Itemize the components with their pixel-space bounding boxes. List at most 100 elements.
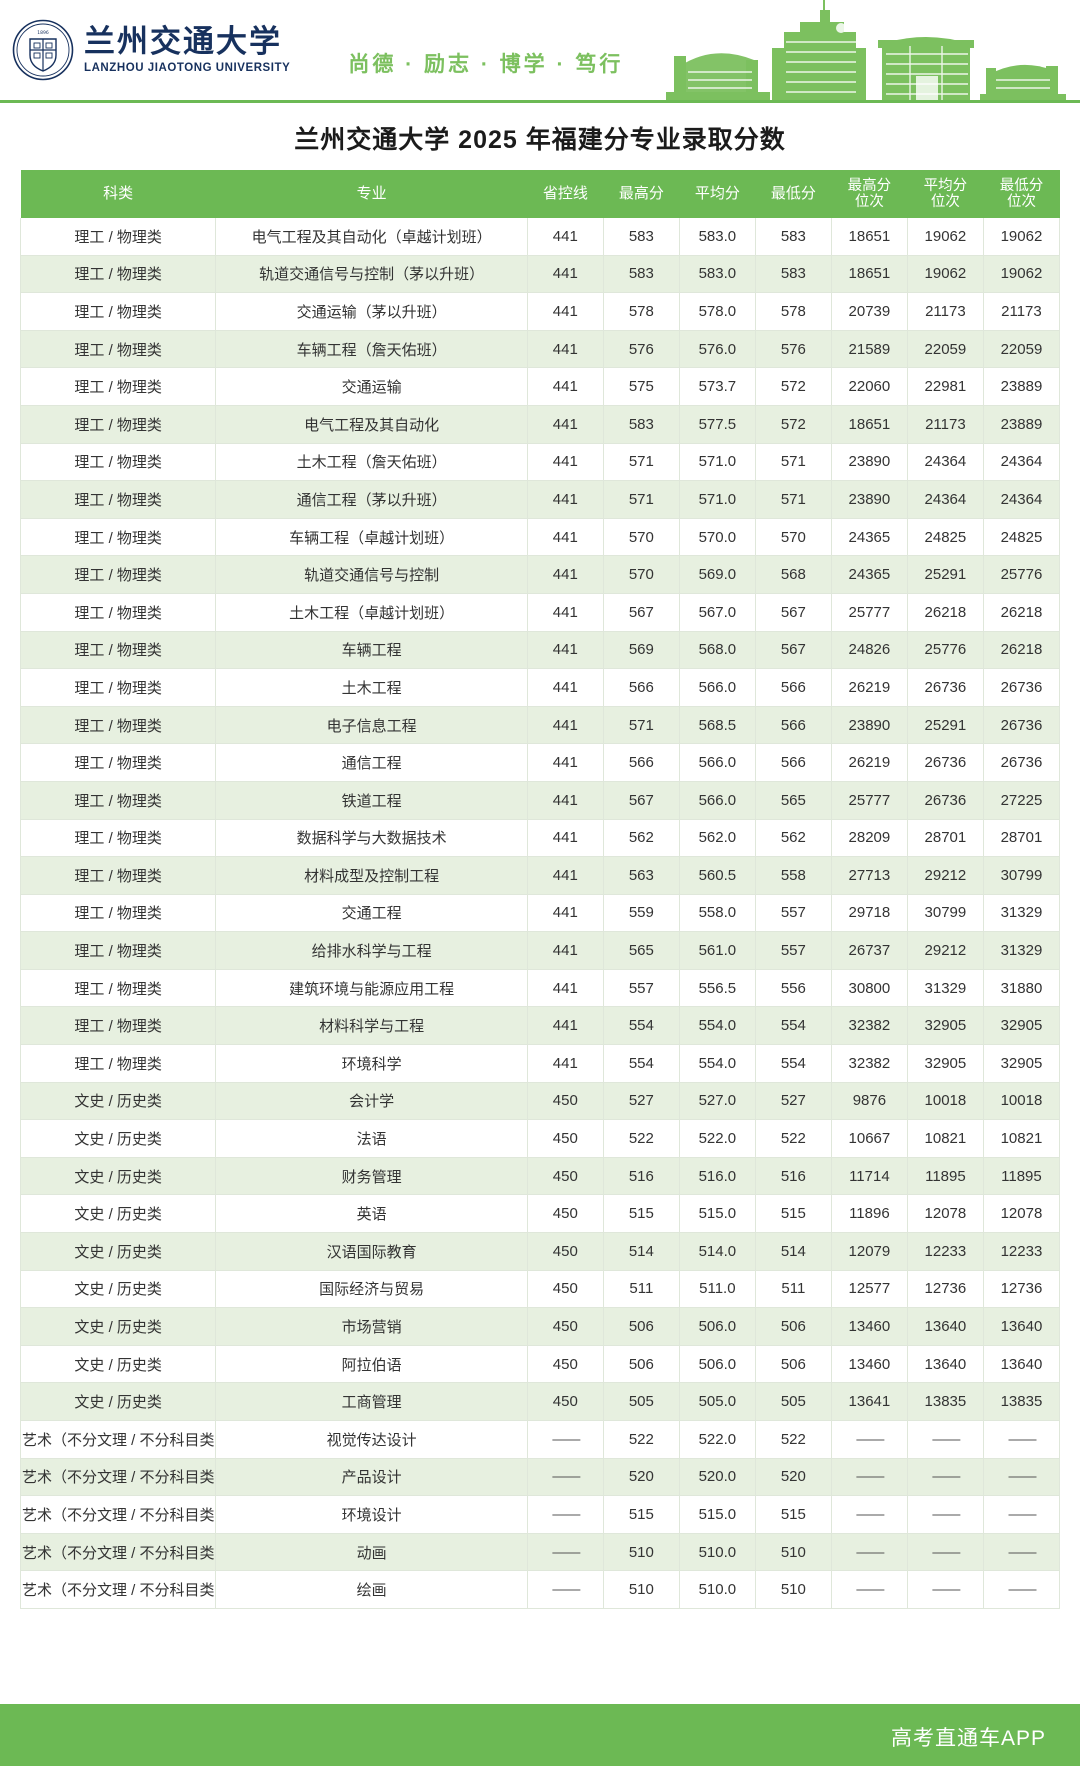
- cell-provincial-line: 441: [527, 1044, 604, 1083]
- cell-min-rank: ——: [983, 1420, 1061, 1459]
- cell-avg-score: 527.0: [679, 1082, 756, 1121]
- cell-kelei: 理工 / 物理类: [19, 819, 217, 858]
- cell-max-rank: 29718: [831, 894, 908, 933]
- cell-avg-score: 558.0: [679, 894, 756, 933]
- cell-avg-rank: 31329: [907, 969, 984, 1008]
- campus-buildings-icon: [660, 0, 1080, 100]
- cell-major: 通信工程（茅以升班）: [215, 480, 528, 519]
- cell-avg-rank: 13640: [907, 1307, 984, 1346]
- cell-provincial-line: 441: [527, 218, 604, 256]
- cell-min-rank: 12736: [983, 1270, 1061, 1309]
- column-header-kelei: 科类: [20, 170, 216, 218]
- cell-max-rank: ——: [831, 1458, 908, 1497]
- cell-provincial-line: 441: [527, 856, 604, 895]
- table-row: 理工 / 物理类 电气工程及其自动化（卓越计划班） 441 583 583.0 583 18…: [19, 218, 1061, 256]
- table-row: 理工 / 物理类 电子信息工程 441 571 568.5 566 23890 25291 26…: [19, 706, 1061, 745]
- cell-provincial-line: ——: [527, 1420, 604, 1459]
- cell-max-score: 567: [603, 781, 680, 820]
- cell-kelei: 理工 / 物理类: [19, 706, 217, 745]
- cell-kelei: 理工 / 物理类: [19, 518, 217, 557]
- cell-provincial-line: 450: [527, 1270, 604, 1309]
- cell-major: 土木工程（卓越计划班）: [215, 593, 528, 632]
- cell-max-score: 563: [603, 856, 680, 895]
- score-table-wrapper: 科类 专业 省控线 最高分 平均分 最低分 最高分 位次 平均分 位次: [0, 170, 1080, 1609]
- table-row: 理工 / 物理类 材料科学与工程 441 554 554.0 554 32382 32905 3…: [19, 1006, 1061, 1046]
- cell-provincial-line: 441: [527, 292, 604, 331]
- cell-avg-score: 556.5: [679, 969, 756, 1008]
- column-header-min-rank: 最低分 位次: [983, 170, 1060, 218]
- column-header-avg-rank-line1: 平均分: [923, 177, 968, 194]
- cell-avg-score: 566.0: [679, 743, 756, 782]
- cell-kelei: 理工 / 物理类: [19, 1044, 217, 1083]
- cell-provincial-line: 441: [527, 631, 604, 670]
- table-row: 理工 / 物理类 建筑环境与能源应用工程 441 557 556.5 556 30800 31…: [19, 969, 1061, 1008]
- cell-min-rank: ——: [983, 1458, 1061, 1497]
- cell-major: 绘画: [215, 1570, 528, 1609]
- cell-max-score: 569: [603, 631, 680, 670]
- cell-kelei: 理工 / 物理类: [19, 969, 217, 1008]
- cell-max-rank: 23890: [831, 443, 908, 482]
- cell-major: 通信工程: [215, 743, 528, 782]
- cell-major: 电子信息工程: [215, 706, 528, 745]
- cell-min-rank: 21173: [983, 292, 1061, 331]
- cell-avg-rank: 12233: [907, 1232, 984, 1271]
- table-row: 文史 / 历史类 阿拉伯语 450 506 506.0 506 13460 13640 1364…: [19, 1345, 1061, 1384]
- cell-kelei: 艺术（不分文理 / 不分科目类）: [19, 1458, 217, 1497]
- cell-kelei: 理工 / 物理类: [19, 631, 217, 670]
- cell-max-score: 506: [603, 1345, 680, 1384]
- cell-provincial-line: 441: [527, 443, 604, 482]
- cell-provincial-line: 441: [527, 894, 604, 933]
- cell-max-score: 510: [603, 1533, 680, 1572]
- cell-provincial-line: 441: [527, 367, 604, 406]
- cell-avg-rank: 26736: [907, 781, 984, 820]
- cell-kelei: 理工 / 物理类: [19, 443, 217, 482]
- cell-min-rank: 26736: [983, 743, 1061, 782]
- cell-max-score: 570: [603, 518, 680, 557]
- cell-min-rank: 30799: [983, 856, 1061, 895]
- cell-major: 交通运输（茅以升班）: [215, 292, 528, 331]
- cell-kelei: 理工 / 物理类: [19, 330, 217, 369]
- table-row: 艺术（不分文理 / 不分科目类） 产品设计 —— 520 520.0 520 —— —— ——: [19, 1458, 1061, 1497]
- cell-kelei: 理工 / 物理类: [19, 931, 217, 970]
- cell-max-score: 527: [603, 1082, 680, 1121]
- cell-provincial-line: 441: [527, 518, 604, 557]
- cell-min-score: 572: [755, 405, 832, 444]
- cell-min-rank: ——: [983, 1570, 1061, 1609]
- app-watermark: 高考直通车APP: [890, 1727, 1046, 1750]
- cell-max-rank: ——: [831, 1420, 908, 1459]
- cell-major: 会计学: [215, 1082, 528, 1121]
- cell-max-score: 515: [603, 1495, 680, 1534]
- cell-major: 交通工程: [215, 894, 528, 933]
- cell-provincial-line: 441: [527, 480, 604, 519]
- cell-major: 视觉传达设计: [215, 1420, 528, 1459]
- cell-avg-rank: 25291: [907, 555, 984, 594]
- cell-avg-rank: ——: [907, 1458, 984, 1497]
- cell-kelei: 理工 / 物理类: [19, 480, 217, 519]
- cell-min-rank: 24364: [983, 480, 1061, 519]
- cell-max-rank: 20739: [831, 292, 908, 331]
- cell-avg-score: 522.0: [679, 1119, 756, 1158]
- cell-kelei: 文史 / 历史类: [19, 1194, 217, 1234]
- cell-min-score: 566: [755, 668, 832, 707]
- page-footer: 高考直通车APP: [0, 1704, 1080, 1766]
- university-branding: 1896 兰州交通大学 LANZHOU JIAOTONG UNIVERSITY: [12, 19, 290, 81]
- cell-major: 财务管理: [215, 1157, 528, 1196]
- cell-kelei: 文史 / 历史类: [19, 1157, 217, 1196]
- cell-min-rank: 22059: [983, 330, 1061, 369]
- cell-kelei: 文史 / 历史类: [19, 1345, 217, 1384]
- cell-major: 电气工程及其自动化: [215, 405, 528, 444]
- cell-max-rank: 13460: [831, 1307, 908, 1346]
- cell-avg-rank: 29212: [907, 931, 984, 970]
- cell-min-rank: 23889: [983, 405, 1061, 444]
- cell-min-score: 520: [755, 1458, 832, 1497]
- cell-provincial-line: ——: [527, 1570, 604, 1609]
- cell-min-rank: 32905: [983, 1044, 1061, 1083]
- cell-max-score: 520: [603, 1458, 680, 1497]
- cell-avg-score: 567.0: [679, 593, 756, 632]
- cell-min-score: 506: [755, 1307, 832, 1346]
- cell-provincial-line: 450: [527, 1119, 604, 1158]
- cell-kelei: 理工 / 物理类: [19, 255, 217, 294]
- cell-min-score: 572: [755, 367, 832, 406]
- cell-provincial-line: ——: [527, 1495, 604, 1534]
